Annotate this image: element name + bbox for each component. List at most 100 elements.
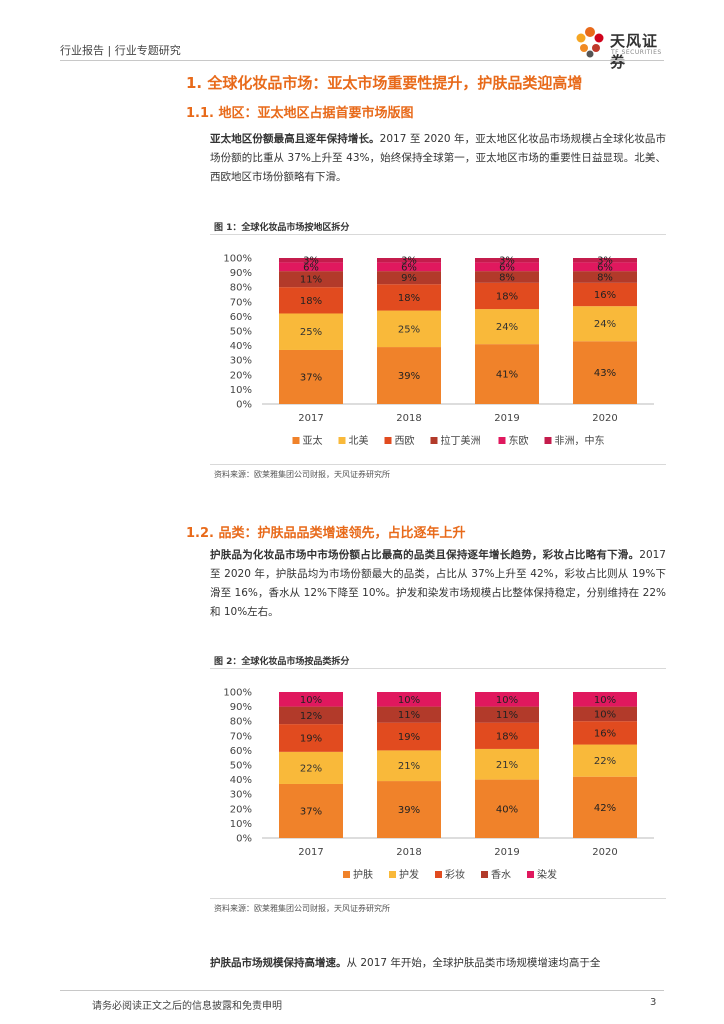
y-tick-label: 60%	[230, 312, 252, 323]
x-tick-label: 2018	[396, 413, 421, 424]
figure1-top-rule	[210, 234, 666, 235]
bar-segment	[573, 706, 637, 722]
y-tick-label: 70%	[230, 731, 252, 742]
data-label: 6%	[597, 262, 613, 273]
y-tick-label: 0%	[236, 834, 252, 845]
y-tick-label: 20%	[230, 370, 252, 381]
figure1-chart-svg: 0% 10% 20% 30% 40% 50% 60% 70% 80% 90% 100% 37% 25% 1…	[223, 254, 654, 447]
y-tick-label: 40%	[230, 775, 252, 786]
y-tick-label: 50%	[230, 327, 252, 338]
y-tick-label: 30%	[230, 790, 252, 801]
bar-segment	[475, 779, 539, 838]
data-label: 24%	[496, 322, 518, 333]
bar-segment	[377, 271, 441, 285]
legend-label: 拉丁美洲	[441, 434, 481, 447]
y-tick-label: 30%	[230, 356, 252, 367]
subsection-title-category: 1.2. 品类：护肤品品类增速领先，占比逐年上升	[186, 526, 466, 541]
paragraph-category-lead: 护肤品为化妆品市场中市场份额占比最高的品类且保持逐年增长趋势，彩妆占比略有下滑。	[210, 549, 640, 561]
bar-segment	[475, 258, 539, 263]
figure2-source: 资料来源：欧莱雅集团公司财报，天风证券研究所	[214, 904, 390, 913]
data-label: 18%	[496, 731, 518, 742]
legend-label: 护肤	[353, 868, 373, 881]
x-tick-label: 2019	[494, 847, 519, 858]
legend-swatch	[481, 871, 488, 878]
x-tick-label: 2019	[494, 413, 519, 424]
data-label: 43%	[594, 368, 616, 379]
legend-label: 香水	[491, 869, 511, 881]
x-tick-label: 2018	[396, 847, 421, 858]
subsection-title-region: 1.1. 地区：亚太地区占据首要市场版图	[186, 106, 414, 121]
bar-segment	[475, 262, 539, 272]
figure2-bottom-rule	[210, 898, 666, 899]
x-tick-label: 2020	[592, 847, 617, 858]
data-label: 6%	[499, 262, 515, 273]
bar-segment	[377, 722, 441, 751]
data-label: 16%	[594, 728, 616, 739]
logo-text: 天风证券	[610, 32, 659, 71]
data-label: 37%	[300, 806, 322, 817]
bar-segment	[279, 724, 343, 752]
data-label: 9%	[401, 273, 417, 284]
data-label: 40%	[496, 804, 518, 815]
bar-segment	[279, 692, 343, 707]
y-tick-label: 80%	[230, 717, 252, 728]
y-tick-label: 100%	[223, 688, 252, 699]
legend-swatch	[544, 437, 552, 444]
y-tick-label: 70%	[230, 297, 252, 308]
legend-swatch	[435, 871, 442, 878]
bar-segment	[573, 341, 637, 404]
legend-label: 彩妆	[445, 868, 465, 881]
data-label: 10%	[300, 695, 322, 706]
y-tick-label: 90%	[230, 268, 252, 279]
data-label: 18%	[496, 291, 518, 302]
legend-swatch	[384, 437, 392, 444]
bar-segment	[377, 347, 441, 404]
bar-segment	[475, 748, 539, 780]
bar-segment	[377, 750, 441, 782]
legend-label: 北美	[349, 434, 369, 447]
footer-disclaimer: 请务必阅读正文之后的信息披露和免责申明	[92, 1001, 282, 1012]
data-label: 19%	[398, 732, 420, 743]
data-label: 11%	[300, 275, 322, 286]
x-tick-label: 2020	[592, 413, 617, 424]
legend-label: 亚太	[303, 434, 323, 447]
bar-segment	[573, 271, 637, 283]
data-label: 10%	[594, 695, 616, 706]
paragraph-region: 亚太地区份额最高且逐年保持增长。2017 至 2020 年，亚太地区化妆品市场规…	[210, 130, 666, 187]
data-label: 22%	[594, 756, 616, 767]
x-tick-label: 2017	[298, 847, 323, 858]
data-label: 25%	[300, 327, 322, 338]
bar-segment	[475, 271, 539, 283]
y-tick-label: 20%	[230, 804, 252, 815]
legend-swatch	[527, 871, 534, 878]
data-label: 6%	[401, 262, 417, 273]
bar-segment	[573, 282, 637, 307]
bar-segment	[377, 262, 441, 272]
y-tick-label: 0%	[236, 400, 252, 411]
bar-segment	[573, 262, 637, 272]
paragraph-region-lead: 亚太地区份额最高且逐年保持增长。	[210, 133, 380, 145]
data-label: 11%	[496, 710, 518, 721]
data-label: 6%	[303, 262, 319, 273]
y-tick-label: 40%	[230, 341, 252, 352]
bar-segment	[377, 706, 441, 723]
y-tick-label: 60%	[230, 746, 252, 757]
data-label: 10%	[496, 695, 518, 706]
bar-segment	[279, 751, 343, 784]
data-label: 39%	[398, 371, 420, 382]
data-label: 18%	[300, 296, 322, 307]
x-tick-label: 2017	[298, 413, 323, 424]
y-tick-label: 10%	[230, 385, 252, 396]
section-title: 1. 全球化妆品市场：亚太市场重要性提升，护肤品类迎高增	[186, 74, 583, 92]
bar-segment	[573, 258, 637, 263]
legend-label: 东欧	[509, 434, 529, 447]
data-label: 42%	[594, 803, 616, 814]
bar-segment	[573, 306, 637, 342]
bar-segment	[475, 344, 539, 404]
figure2-chart: 0% 10% 20% 30% 40% 50% 60% 70% 80% 90% 100% 37% 22% 1…	[210, 678, 666, 892]
paragraph-category-body: 2017 至 2020 年，护肤品均为市场份额最大的品类，占比从 37%上升至 …	[210, 549, 666, 618]
figure1-chart: 0% 10% 20% 30% 40% 50% 60% 70% 80% 90% 100% 37% 25% 1…	[210, 244, 666, 458]
legend-swatch	[343, 871, 350, 878]
y-tick-label: 10%	[230, 819, 252, 830]
bar-segment	[279, 271, 343, 288]
